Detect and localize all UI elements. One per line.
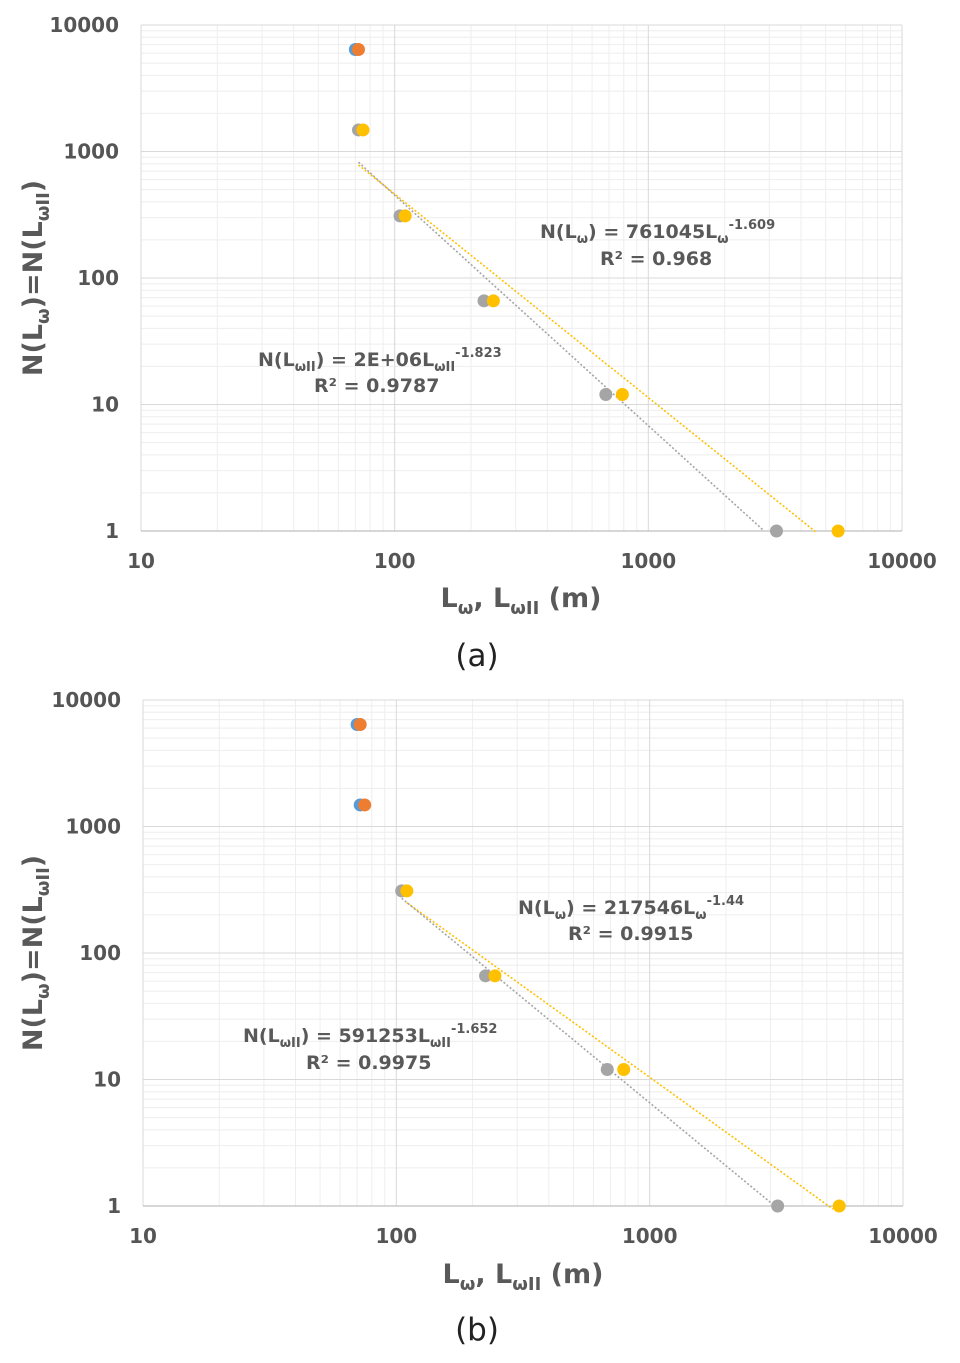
chart-b-x-axis-label: Lω, LωII (m) (442, 1259, 603, 1295)
y-tick-label: 1000 (65, 815, 121, 839)
chart-a-gridlines (140, 24, 903, 532)
y-tick-label: 1 (107, 1194, 121, 1218)
data-point (479, 969, 493, 983)
chart-a-trendlines (357, 161, 817, 534)
chart-b: 1 10 100 1000 10000 10 100 1000 10000 N(Lω) = 2… (18, 688, 938, 1348)
data-point (400, 884, 414, 898)
x-tick-label: 100 (374, 549, 416, 573)
chart-b-eq-lwii: N(LωII) = 591253LωII-1.652 (243, 1022, 497, 1051)
chart-a-panel-label: (a) (455, 638, 498, 674)
data-point (488, 969, 502, 983)
y-tick-label: 1 (105, 519, 119, 543)
data-point (599, 387, 613, 401)
y-tick-label: 10000 (51, 688, 121, 712)
data-point (486, 294, 500, 308)
y-tick-label: 10 (91, 393, 119, 417)
y-tick-label: 100 (77, 266, 119, 290)
data-point (600, 1062, 614, 1076)
x-tick-label: 10000 (868, 1224, 938, 1248)
x-tick-label: 10 (127, 549, 155, 573)
chart-a-y-ticks: 1 10 100 1000 10000 (49, 13, 119, 543)
data-point (356, 123, 370, 137)
chart-a-x-axis-label: Lω, LωII (m) (440, 583, 601, 619)
trendline (406, 902, 834, 1210)
chart-b-panel-label: (b) (455, 1312, 499, 1348)
chart-b-r2-lw: R² = 0.9915 (568, 923, 693, 945)
data-point (771, 1199, 785, 1213)
data-point (617, 1062, 631, 1076)
chart-a-x-ticks: 10 100 1000 10000 (127, 549, 937, 573)
y-tick-label: 100 (79, 941, 121, 965)
chart-b-gridlines (142, 699, 904, 1207)
data-point (769, 524, 783, 538)
chart-a-eq-lwii: N(LωII) = 2E+06LωII-1.823 (258, 346, 502, 375)
y-tick-label: 1000 (63, 140, 119, 164)
data-point (832, 1199, 846, 1213)
chart-b-y-axis-label: N(Lω)=N(LωII) (18, 855, 54, 1051)
x-tick-label: 100 (375, 1224, 417, 1248)
trendline (357, 161, 765, 532)
data-point (353, 718, 367, 732)
chart-a-y-axis-label: N(Lω)=N(LωII) (18, 180, 54, 376)
x-tick-label: 1000 (620, 549, 676, 573)
chart-a-points (348, 43, 845, 538)
chart-b-points (350, 718, 846, 1213)
chart-b-y-ticks: 1 10 100 1000 10000 (51, 688, 121, 1218)
trendline (401, 897, 773, 1205)
trendline (357, 164, 817, 534)
data-point (351, 43, 365, 57)
chart-b-r2-lwii: R² = 0.9975 (306, 1052, 431, 1074)
x-tick-label: 1000 (622, 1224, 678, 1248)
chart-b-x-ticks: 10 100 1000 10000 (129, 1224, 938, 1248)
x-tick-label: 10000 (867, 549, 937, 573)
y-tick-label: 10 (93, 1068, 121, 1092)
data-point (615, 387, 629, 401)
data-point (831, 524, 845, 538)
chart-a-eq-lw: N(Lω) = 761045Lω-1.609 (540, 218, 775, 247)
data-point (398, 209, 412, 223)
chart-b-eq-lw: N(Lω) = 217546Lω-1.44 (518, 894, 744, 923)
data-point (477, 294, 491, 308)
chart-b-trendlines (401, 897, 834, 1210)
data-point (358, 798, 372, 812)
x-tick-label: 10 (129, 1224, 157, 1248)
chart-a: 1 10 100 1000 10000 10 100 1000 10000 N(Lω) = 7… (18, 13, 937, 674)
chart-a-r2-lwii: R² = 0.9787 (314, 375, 439, 397)
chart-a-r2-lw: R² = 0.968 (600, 248, 712, 270)
y-tick-label: 10000 (49, 13, 119, 37)
